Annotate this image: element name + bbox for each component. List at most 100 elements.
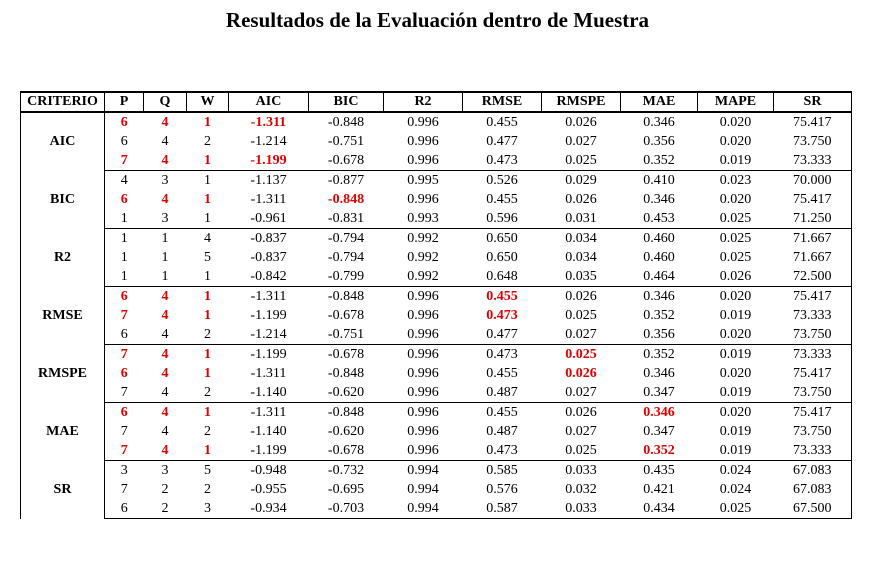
header-cell: AIC xyxy=(228,91,309,113)
value-cell: 1 xyxy=(186,151,229,171)
value-cell: 73.333 xyxy=(773,306,852,325)
value-cell: 7 xyxy=(120,308,128,323)
header-cell: CRITERIO xyxy=(20,91,105,113)
value-cell: -1.214 xyxy=(228,325,309,345)
value-cell: -1.311 xyxy=(250,289,287,304)
value-cell: -1.137 xyxy=(250,173,287,188)
value-cell: 6 xyxy=(120,405,128,420)
value-cell: 1 xyxy=(161,250,169,265)
value-cell: 5 xyxy=(204,250,211,265)
value-cell: 4 xyxy=(161,308,169,323)
value-cell: 2 xyxy=(186,383,229,403)
value-cell: 0.029 xyxy=(565,173,597,188)
value-cell: 0.473 xyxy=(462,441,542,461)
value-cell: 0.027 xyxy=(565,134,597,149)
table-row: RMSE 6 4 1 -1.311 -0.848 0.996 0.455 0.026 0.346 0… xyxy=(20,286,852,345)
value-cell: 0.020 xyxy=(719,405,752,420)
value-cell: 0.455 xyxy=(486,405,518,420)
value-cell: 0.027 xyxy=(541,383,621,403)
value-cell: 0.026 xyxy=(697,267,774,287)
value-cell: 0.996 xyxy=(407,289,439,304)
value-cell: -0.934 xyxy=(228,499,309,519)
value-cell: 7 xyxy=(104,151,144,171)
value-cell: 67.083 xyxy=(773,480,852,499)
value-cell: 73.750 xyxy=(773,383,852,403)
value-cell: 0.352 xyxy=(620,441,698,461)
value-cell: 0.996 xyxy=(383,151,463,171)
value-cell: 7 xyxy=(120,347,128,362)
value-cell: 1 xyxy=(186,209,229,229)
value-cell: -0.955 xyxy=(250,482,287,497)
header-row: CRITERIO P Q W AIC BIC R2 RMSE RMSPE MAE MAPE SR xyxy=(20,91,852,113)
criterion-cell: AIC xyxy=(20,112,105,171)
value-cell: 0.996 xyxy=(407,192,439,207)
title: Resultados de la Evaluación dentro de Mu… xyxy=(225,8,650,32)
value-cell: 0.027 xyxy=(565,424,597,439)
value-cell: 1 xyxy=(204,366,211,381)
value-cell: -0.678 xyxy=(327,308,365,323)
value-cell: 2 xyxy=(161,482,169,497)
value-cell: 0.576 xyxy=(486,482,518,497)
value-cell: 70.000 xyxy=(773,170,852,190)
value-cell: -1.311 xyxy=(250,405,287,420)
table-row: 1 3 1 -0.961 -0.831 0.993 0.596 0.031 0.453 0.025… xyxy=(21,209,852,229)
value-cell: -0.799 xyxy=(308,267,384,287)
value-cell: 0.996 xyxy=(407,405,439,420)
value-cell: 0.996 xyxy=(407,308,439,323)
value-cell: 6 xyxy=(120,366,128,381)
value-cell: 0.025 xyxy=(697,209,774,229)
value-cell: 1 xyxy=(204,192,211,207)
value-cell: 0.455 xyxy=(486,115,518,130)
value-cell: 4 xyxy=(143,441,187,461)
value-cell: 2 xyxy=(204,424,211,439)
table-row: 7 4 2 -1.140 -0.620 0.996 0.487 0.027 0.347 0.019… xyxy=(21,422,852,441)
header-cell: Q xyxy=(143,91,187,113)
value-cell: 71.250 xyxy=(773,209,852,229)
value-cell: -1.140 xyxy=(250,424,287,439)
criterion-cell: RMSE xyxy=(20,286,105,345)
value-cell: 0.356 xyxy=(643,134,675,149)
value-cell: 0.596 xyxy=(462,209,542,229)
value-cell: 0.455 xyxy=(486,289,518,304)
value-cell: 0.996 xyxy=(407,115,439,130)
value-cell: -0.848 xyxy=(327,366,365,381)
value-cell: 0.995 xyxy=(407,173,439,188)
value-cell: 0.346 xyxy=(643,289,675,304)
value-cell: -1.311 xyxy=(250,192,287,207)
value-cell: 4 xyxy=(161,289,169,304)
value-cell: 75.417 xyxy=(773,286,852,306)
value-cell: 0.487 xyxy=(486,424,518,439)
value-cell: -0.695 xyxy=(327,482,365,497)
value-cell: 0.460 xyxy=(643,231,675,246)
value-cell: 0.587 xyxy=(462,499,542,519)
header-cell: MAPE xyxy=(697,91,774,113)
value-cell: 1 xyxy=(204,405,211,420)
value-cell: 0.434 xyxy=(620,499,698,519)
table-row: BIC 4 3 1 -1.137 -0.877 0.995 0.526 0.029 0.410 0.… xyxy=(20,170,852,229)
criterion-cell: BIC xyxy=(20,170,105,229)
value-cell: 1 xyxy=(204,347,211,362)
value-cell: 0.025 xyxy=(541,151,621,171)
value-cell: 71.667 xyxy=(773,248,852,267)
value-cell: 0.352 xyxy=(643,308,675,323)
value-cell: 4 xyxy=(204,231,211,246)
value-cell: 0.585 xyxy=(486,463,518,478)
criterion-cell: SR xyxy=(20,460,105,519)
value-cell: 0.019 xyxy=(697,151,774,171)
value-cell: 0.993 xyxy=(383,209,463,229)
value-cell: 0.473 xyxy=(486,347,518,362)
header-cell: MAE xyxy=(620,91,698,113)
table-row: 6 4 1 -1.311 -0.848 0.996 0.455 0.026 0.346 0.020… xyxy=(21,364,852,383)
value-cell: 1 xyxy=(204,115,211,130)
value-cell: 0.024 xyxy=(719,463,752,478)
value-cell: 0.020 xyxy=(719,366,752,381)
value-cell: 2 xyxy=(204,482,211,497)
table-row: 1 1 1 -0.842 -0.799 0.992 0.648 0.035 0.464 0.026… xyxy=(21,267,852,287)
value-cell: -1.214 xyxy=(250,134,287,149)
value-cell: 0.996 xyxy=(383,383,463,403)
value-cell: 0.455 xyxy=(486,192,518,207)
value-cell: 3 xyxy=(161,463,169,478)
value-cell: 0.020 xyxy=(719,115,752,130)
value-cell: -0.678 xyxy=(327,347,365,362)
value-cell: 0.034 xyxy=(565,250,597,265)
